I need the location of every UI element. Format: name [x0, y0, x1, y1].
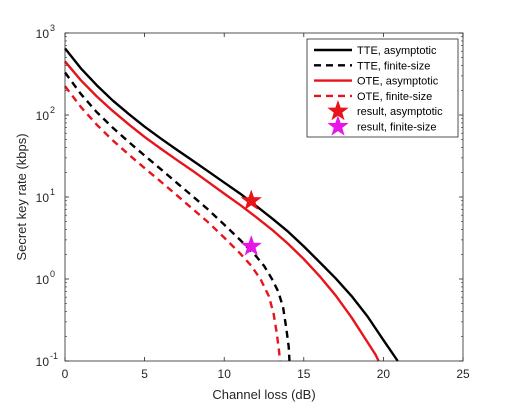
x-tick-label: 10: [218, 367, 232, 381]
series-line-3: [64, 85, 282, 362]
y-tick-label-exponent: 2: [50, 105, 55, 115]
series-marker-4: [240, 189, 262, 210]
x-tick-label: 25: [456, 367, 470, 381]
y-tick-label-exponent: 1: [50, 187, 55, 197]
legend-label: result, finite-size: [357, 122, 436, 134]
legend: TTE, asymptotic TTE, finite-size OTE, asym…: [306, 38, 459, 138]
legend-box: [306, 38, 459, 138]
tick-layer: [64, 32, 464, 362]
x-tick-labels: 0 5 10 15 20 25: [62, 367, 470, 381]
y-tick-label-exponent: -1: [50, 351, 58, 361]
y-tick-label-base: 10: [36, 109, 50, 123]
y-tick-label: 10 -1: [36, 351, 58, 369]
legend-entry: result, finite-size: [327, 115, 436, 136]
series-layer: [64, 47, 399, 362]
y-tick-label-base: 10: [36, 27, 50, 41]
x-tick-label: 20: [377, 367, 391, 381]
series-line-0: [64, 47, 399, 362]
y-tick-label-exponent: 3: [50, 23, 55, 33]
x-tick-label: 5: [141, 367, 148, 381]
legend-items: TTE, asymptotic TTE, finite-size OTE, asym…: [314, 45, 443, 136]
legend-entry: OTE, finite-size: [314, 91, 432, 103]
y-tick-label-base: 10: [36, 191, 50, 205]
x-tick-label: 15: [297, 367, 311, 381]
legend-entry: TTE, asymptotic: [314, 45, 437, 57]
legend-label: OTE, asymptotic: [357, 76, 439, 88]
y-tick-label-base: 10: [36, 355, 50, 369]
x-tick-label: 0: [62, 367, 69, 381]
legend-entry: TTE, finite-size: [314, 60, 430, 72]
y-axis-label: Secret key rate (kbps): [14, 133, 29, 260]
legend-label: TTE, finite-size: [357, 60, 430, 72]
series-line-2: [64, 60, 380, 362]
legend-entry: result, asymptotic: [327, 99, 443, 121]
y-tick-label: 10 1: [36, 187, 55, 205]
y-tick-label: 10 3: [36, 23, 55, 41]
legend-label: TTE, asymptotic: [357, 45, 437, 57]
series-line-1: [64, 71, 291, 362]
y-tick-label-exponent: 0: [50, 269, 55, 279]
y-tick-label: 10 0: [36, 269, 55, 287]
legend-label: OTE, finite-size: [357, 91, 432, 103]
series-marker-5: [240, 235, 262, 256]
legend-star-marker: [327, 115, 349, 136]
legend-star-marker: [327, 99, 349, 121]
legend-label: result, asymptotic: [357, 106, 443, 118]
marker-layer: [240, 189, 262, 256]
y-tick-label-base: 10: [36, 273, 50, 287]
x-axis-label: Channel loss (dB): [212, 387, 315, 402]
legend-entry: OTE, asymptotic: [314, 76, 439, 88]
y-tick-label: 10 2: [36, 105, 55, 123]
